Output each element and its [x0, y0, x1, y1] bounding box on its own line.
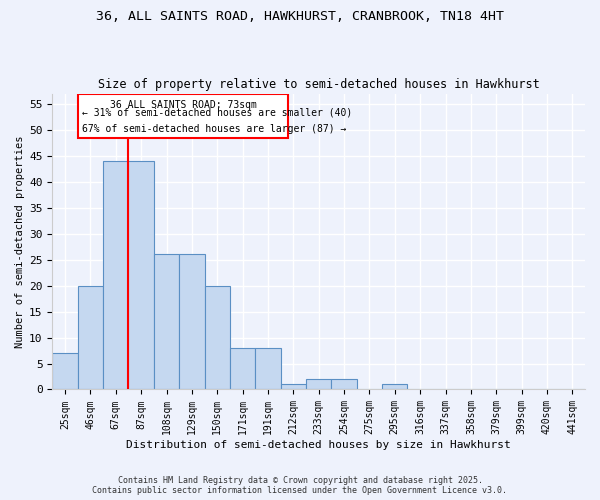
Bar	[281, 384, 306, 390]
Bar	[78, 94, 288, 138]
Bar	[154, 254, 179, 390]
Bar	[179, 254, 205, 390]
Text: Contains HM Land Registry data © Crown copyright and database right 2025.
Contai: Contains HM Land Registry data © Crown c…	[92, 476, 508, 495]
Bar	[306, 379, 331, 390]
Bar	[78, 286, 103, 390]
Text: 36, ALL SAINTS ROAD, HAWKHURST, CRANBROOK, TN18 4HT: 36, ALL SAINTS ROAD, HAWKHURST, CRANBROO…	[96, 10, 504, 23]
Text: ← 31% of semi-detached houses are smaller (40): ← 31% of semi-detached houses are smalle…	[82, 108, 352, 118]
Bar	[128, 161, 154, 390]
Text: 36 ALL SAINTS ROAD: 73sqm: 36 ALL SAINTS ROAD: 73sqm	[110, 100, 256, 110]
Bar	[52, 353, 78, 390]
Bar	[255, 348, 281, 390]
Title: Size of property relative to semi-detached houses in Hawkhurst: Size of property relative to semi-detach…	[98, 78, 539, 91]
Bar	[205, 286, 230, 390]
Bar	[230, 348, 255, 390]
Text: 67% of semi-detached houses are larger (87) →: 67% of semi-detached houses are larger (…	[82, 124, 346, 134]
X-axis label: Distribution of semi-detached houses by size in Hawkhurst: Distribution of semi-detached houses by …	[127, 440, 511, 450]
Bar	[331, 379, 357, 390]
Y-axis label: Number of semi-detached properties: Number of semi-detached properties	[15, 136, 25, 348]
Bar	[103, 161, 128, 390]
Bar	[382, 384, 407, 390]
